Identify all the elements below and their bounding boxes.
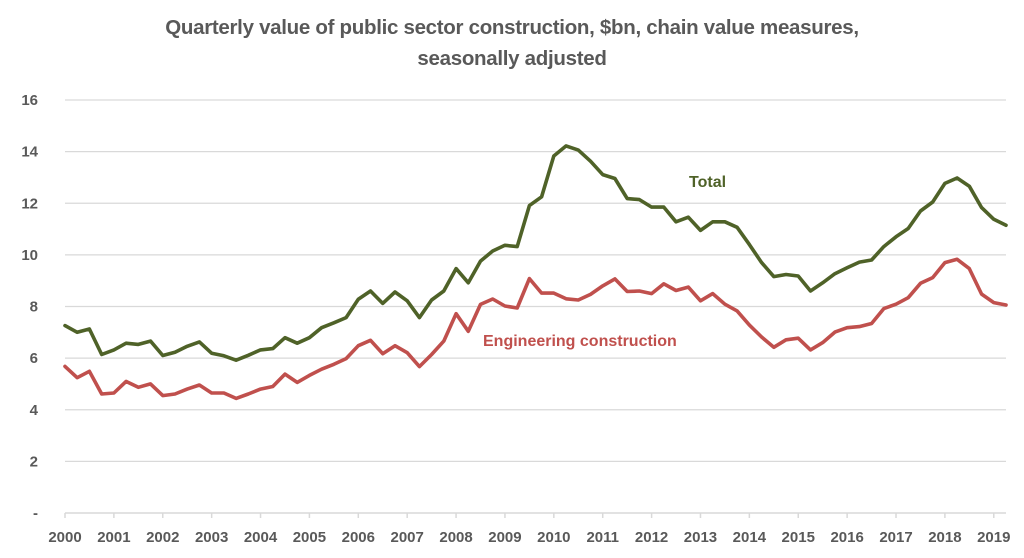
x-tick-label: 2010 <box>537 529 570 546</box>
x-tick-label: 2003 <box>195 529 228 546</box>
x-tick-label: 2005 <box>293 529 326 546</box>
x-tick-label: 2016 <box>830 529 863 546</box>
y-tick-label: 14 <box>21 144 38 161</box>
x-tick-label: 2007 <box>390 529 423 546</box>
series-labels: Total Engineering construction <box>483 174 726 350</box>
x-tick-label: 2014 <box>733 529 767 546</box>
y-axis-tick-labels: - 2 4 6 8 10 12 14 16 <box>21 92 38 522</box>
y-tick-label: 4 <box>30 402 39 419</box>
series-line-engineering-construction <box>63 257 1008 401</box>
x-tick-label: 2006 <box>342 529 375 546</box>
x-tick-label: 2002 <box>146 529 179 546</box>
chart-title-line-1: Quarterly value of public sector constru… <box>165 16 859 39</box>
series-label-total: Total <box>689 174 726 191</box>
y-tick-label: 12 <box>21 195 38 212</box>
x-tick-label: 2019 <box>977 529 1010 546</box>
x-axis-tick-labels: 2000 2001 2002 2003 2004 2005 2006 2007 2008 2009… <box>48 529 1010 546</box>
gridlines <box>65 99 1006 463</box>
x-tick-label: 2015 <box>782 529 815 546</box>
x-tick-label: 2001 <box>97 529 130 546</box>
x-tick-label: 2012 <box>635 529 668 546</box>
series-line-total <box>63 144 1008 363</box>
y-tick-label: 16 <box>21 92 38 109</box>
x-tick-label: 2004 <box>244 529 278 546</box>
y-tick-label: 6 <box>30 350 38 367</box>
x-tick-label: 2017 <box>879 529 912 546</box>
y-tick-label: - <box>33 505 38 522</box>
x-tick-label: 2009 <box>488 529 521 546</box>
chart-title-line-2: seasonally adjusted <box>417 47 607 70</box>
x-tick-label: 2000 <box>48 529 81 546</box>
chart-title: Quarterly value of public sector constru… <box>0 12 1024 74</box>
x-tick-label: 2013 <box>684 529 717 546</box>
y-tick-label: 10 <box>21 247 38 264</box>
x-axis <box>64 512 1006 518</box>
x-tick-label: 2011 <box>586 529 619 546</box>
x-tick-label: 2008 <box>439 529 472 546</box>
x-tick-label: 2018 <box>928 529 961 546</box>
y-tick-label: 2 <box>30 453 38 470</box>
series-lines <box>63 144 1008 401</box>
y-tick-label: 8 <box>30 299 38 316</box>
series-label-engineering-construction: Engineering construction <box>483 333 677 350</box>
